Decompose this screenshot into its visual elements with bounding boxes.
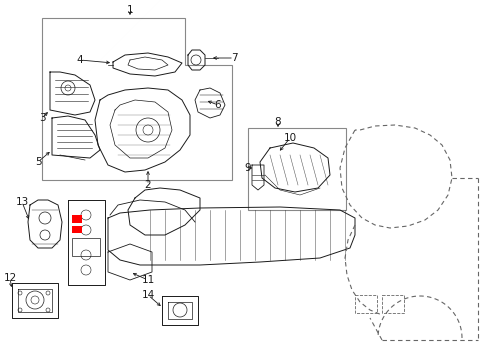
Bar xyxy=(72,226,82,233)
Text: 8: 8 xyxy=(274,117,281,127)
Text: 6: 6 xyxy=(214,100,221,110)
Text: 1: 1 xyxy=(126,5,133,15)
Bar xyxy=(247,128,346,210)
Text: 10: 10 xyxy=(283,133,296,143)
Text: 13: 13 xyxy=(15,197,29,207)
Text: 7: 7 xyxy=(230,53,237,63)
Text: 5: 5 xyxy=(35,157,41,167)
Bar xyxy=(72,238,100,256)
Bar xyxy=(354,295,376,313)
Text: 4: 4 xyxy=(77,55,83,65)
Text: 3: 3 xyxy=(39,113,45,123)
Bar xyxy=(72,215,82,223)
Text: 14: 14 xyxy=(141,290,154,300)
Bar xyxy=(381,295,403,313)
Text: 12: 12 xyxy=(3,273,17,283)
Text: 11: 11 xyxy=(141,275,154,285)
Text: 2: 2 xyxy=(144,180,151,190)
Text: 9: 9 xyxy=(244,163,251,173)
